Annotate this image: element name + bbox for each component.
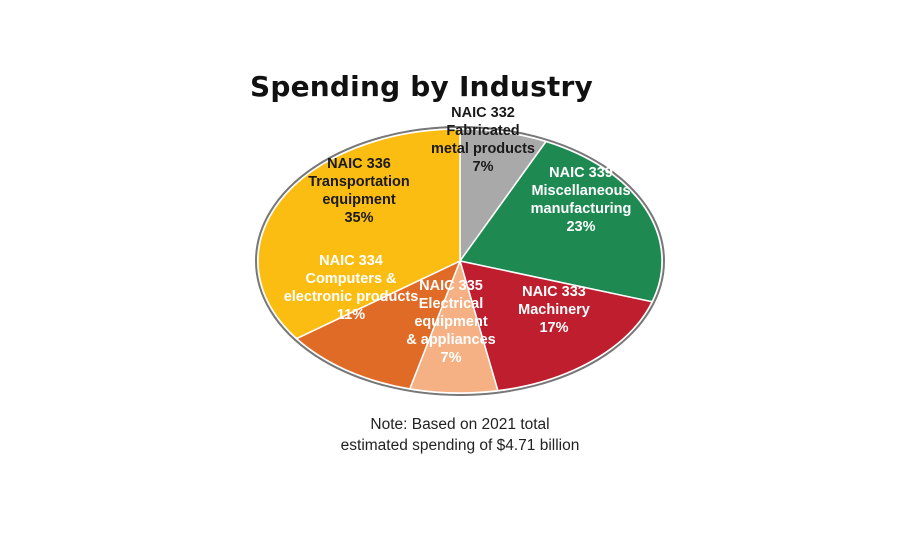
slice-label-line: Transportation [308, 174, 410, 190]
slice-label-line: Computers & [305, 271, 397, 287]
pie-slice-1 [458, 140, 663, 303]
slice-label-line: 23% [566, 219, 595, 235]
chart-note-line-1: Note: Based on 2021 total [370, 416, 550, 433]
slice-label-4: NAIC 334 Computers & electronic products 11… [284, 253, 419, 323]
slice-label-line: NAIC 339 [549, 165, 613, 181]
slice-label-1: NAIC 339 Miscellaneous manufacturing 23% [531, 165, 632, 235]
slice-label-line: NAIC 336 [327, 156, 391, 172]
slice-label-line: Machinery [518, 302, 590, 318]
slice-label-line: NAIC 335 [419, 278, 483, 294]
slice-label-5: NAIC 336 Transportation equipment 35% [308, 156, 410, 226]
pie-slice-4 [295, 259, 462, 390]
slice-label-3: NAIC 335 Electrical equipment & appliances 7… [406, 278, 495, 366]
slice-label-line: equipment [414, 314, 487, 330]
slice-label-line: manufacturing [531, 201, 632, 217]
slice-label-line: NAIC 333 [522, 284, 586, 300]
slice-label-line: metal products [431, 141, 535, 157]
slice-label-line: 17% [539, 320, 568, 336]
slice-label-line: 7% [441, 350, 462, 366]
slice-label-line: 35% [344, 210, 373, 226]
slice-label-line: 7% [473, 159, 494, 175]
slice-label-line: Fabricated [446, 123, 519, 139]
slice-label-line: & appliances [406, 332, 495, 348]
pie-outline [255, 126, 665, 396]
slice-label-line: NAIC 332 [451, 105, 515, 121]
slice-label-line: equipment [322, 192, 395, 208]
slice-label-line: 11% [337, 307, 365, 323]
slice-label-2: NAIC 333 Machinery 17% [518, 284, 590, 336]
slice-label-line: Miscellaneous [531, 183, 630, 199]
slice-label-line: NAIC 334 [319, 253, 383, 269]
chart-note-line-2: estimated spending of $4.71 billion [340, 437, 580, 454]
pie-slice-2 [458, 260, 654, 392]
slice-label-line: electronic products [284, 289, 419, 305]
chart-title: Spending by Industry [250, 70, 593, 103]
slice-label-0: NAIC 332 Fabricated metal products 7% [431, 105, 535, 175]
chart-note: Note: Based on 2021 total estimated spen… [300, 414, 620, 456]
pie-slice-5 [257, 128, 461, 340]
slice-label-line: Electrical [419, 296, 484, 312]
